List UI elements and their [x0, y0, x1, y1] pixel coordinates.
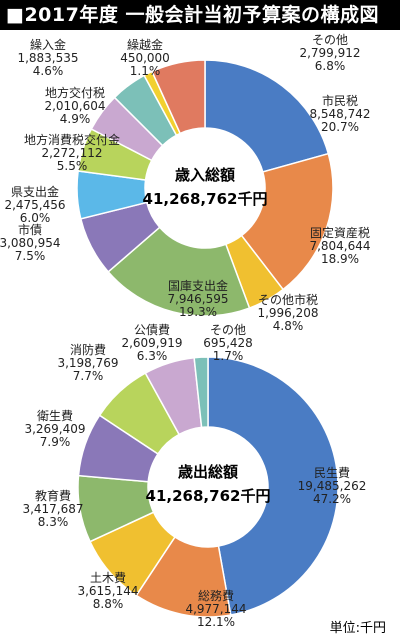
slice-label-name: 民生費: [314, 465, 350, 480]
center-title: 歳入総額: [175, 166, 235, 184]
slice-label-value: 4,977,144: [185, 602, 246, 616]
slice-label-value: 2,010,604: [44, 99, 105, 113]
slice-label-percent: 7.7%: [73, 369, 104, 383]
center-total: 41,268,762千円: [146, 487, 271, 505]
slice-label-name: その他: [210, 323, 246, 337]
slice-label-value: 695,428: [203, 336, 253, 350]
slice-label-name: 公債費: [134, 322, 170, 337]
slice-label-name: 教育費: [35, 488, 71, 503]
slice-label-percent: 1.1%: [130, 64, 161, 78]
slice-label-name: 地方消費税交付金: [24, 132, 120, 147]
slice-label-name: 総務費: [198, 588, 234, 603]
pie-slice: [207, 356, 339, 616]
slice-label-name: 消防費: [70, 342, 106, 357]
slice-label-percent: 47.2%: [313, 492, 351, 506]
slice-label-percent: 18.9%: [321, 252, 359, 266]
slice-label-value: 19,485,262: [298, 479, 367, 493]
slice-label-value: 3,417,687: [22, 502, 83, 516]
slice-label-value: 3,198,769: [57, 356, 118, 370]
slice-label-percent: 7.9%: [40, 435, 71, 449]
slice-label-percent: 6.0%: [20, 211, 51, 225]
slice-label-name: 衛生費: [37, 408, 73, 423]
slice-label-percent: 4.9%: [60, 112, 91, 126]
center-total: 41,268,762千円: [143, 190, 268, 208]
slice-label-name: 固定資産税: [310, 225, 370, 240]
slice-label-value: 2,609,919: [121, 336, 182, 350]
slice-label-value: 2,272,112: [41, 146, 102, 160]
donut-charts: 歳入総額41,268,762千円市民税8,548,74220.7%固定資産税7,…: [0, 33, 371, 629]
slice-label-value: 7,804,644: [309, 239, 370, 253]
unit-note: 単位:千円: [329, 621, 386, 636]
slice-label-percent: 4.8%: [273, 319, 304, 333]
slice-label-name: 市民税: [322, 93, 358, 108]
slice-label-percent: 7.5%: [15, 249, 46, 263]
slice-label-name: 県支出金: [11, 184, 59, 199]
page-title: ■2017年度 一般会計当初予算案の構成図: [0, 0, 400, 30]
pie-slice: [107, 226, 251, 317]
pie-slice: [193, 356, 209, 429]
slice-label-value: 2,799,912: [299, 46, 360, 60]
slice-label-value: 3,080,954: [0, 236, 61, 250]
slice-label-name: 繰越金: [127, 37, 163, 52]
donut-hole: [147, 130, 263, 246]
slice-label-name: 地方交付税: [45, 85, 105, 100]
slice-label-name: 土木費: [90, 570, 126, 585]
pie-slice: [240, 152, 334, 291]
slice-label-percent: 6.8%: [315, 59, 346, 73]
pie-slice: [204, 59, 330, 173]
slice-label-value: 7,946,595: [167, 292, 228, 306]
slice-label-value: 1,883,535: [17, 51, 78, 65]
revenue-donut-chart: 歳入総額41,268,762千円市民税8,548,74220.7%固定資産税7,…: [0, 33, 371, 333]
slice-label-value: 1,996,208: [257, 306, 318, 320]
slice-label-name: 市債: [18, 222, 42, 237]
slice-label-percent: 6.3%: [137, 349, 168, 363]
slice-label-value: 3,615,144: [77, 584, 138, 598]
slice-label-name: 国庫支出金: [168, 278, 228, 293]
slice-label-name: その他市税: [258, 292, 318, 307]
pie-slice: [151, 59, 206, 135]
slice-label-percent: 20.7%: [321, 120, 359, 134]
slice-label-percent: 8.8%: [93, 597, 124, 611]
slice-label-value: 450,000: [120, 51, 170, 65]
slice-label-value: 8,548,742: [309, 107, 370, 121]
donut-hole: [150, 429, 266, 545]
slice-label-name: その他: [312, 33, 348, 47]
slice-label-value: 2,475,456: [4, 198, 65, 212]
slice-label-percent: 12.1%: [197, 615, 235, 629]
slice-label-percent: 4.6%: [33, 64, 64, 78]
slice-label-value: 3,269,409: [24, 422, 85, 436]
slice-label-percent: 1.7%: [213, 349, 244, 363]
slice-label-percent: 5.5%: [57, 159, 88, 173]
slice-label-percent: 19.3%: [179, 305, 217, 319]
slice-label-name: 繰入金: [30, 37, 66, 52]
slice-label-percent: 8.3%: [38, 515, 69, 529]
center-title: 歳出総額: [178, 463, 238, 481]
